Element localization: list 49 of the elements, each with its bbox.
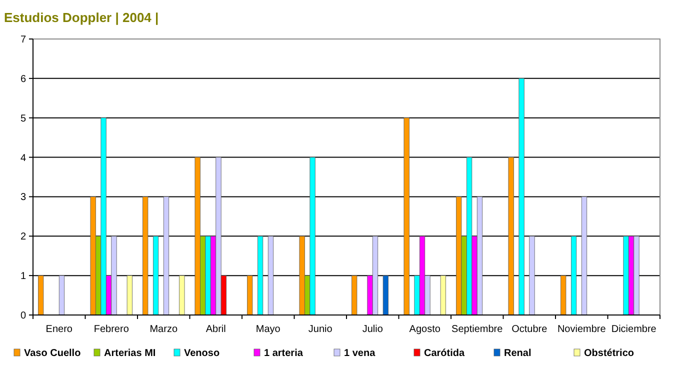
bar [163,196,170,316]
bar [518,78,524,316]
bar [404,118,410,316]
bar [560,275,566,316]
legend-label: 1 arteria [264,348,304,359]
bar [382,275,388,316]
y-tick-label: 6 [20,74,26,85]
x-tick-label: Enero [46,324,73,335]
y-tick-label: 3 [20,192,26,204]
bar [352,275,358,316]
legend-label: Arterias MI [104,348,156,359]
x-tick-label: Diciembre [611,324,657,335]
bar [257,236,264,316]
legend-label: Renal [504,348,532,359]
x-tick-label: Junio [308,324,333,335]
legend-label: Vaso Cuello [24,348,81,359]
y-tick-label: 4 [20,152,26,164]
legend-label: 1 vena [344,348,376,359]
bar [508,157,514,316]
x-tick-label: Julio [362,324,384,335]
bar [529,236,535,316]
bar [268,236,274,316]
x-tick-label: Octubre [512,324,548,335]
x-tick-label: Marzo [150,324,178,335]
y-tick-label: 5 [20,113,26,124]
bar [126,275,132,316]
bar [247,275,253,316]
y-tick-label: 7 [20,34,26,46]
legend-label: Venoso [184,348,220,359]
bar [152,236,159,316]
y-tick-label: 1 [20,271,26,282]
x-tick-label: Septiembre [452,324,504,335]
legend-label: Obstétrico [584,348,634,359]
x-tick-label: Mayo [256,324,281,335]
x-tick-label: Agosto [409,324,441,335]
bar [570,236,577,316]
bar [179,275,185,316]
y-tick-label: 2 [20,232,26,243]
chart-title: Estudios Doppler | 2004 | [4,10,159,25]
bar [581,196,588,316]
x-tick-label: Febrero [94,324,130,335]
x-tick-label: Noviembre [557,324,606,335]
x-tick-label: Abril [206,324,226,335]
bar [58,275,65,316]
legend-label: Carótida [424,348,465,359]
bar [142,196,148,316]
bar [440,275,446,316]
bar [38,275,44,316]
y-tick-label: 0 [20,310,26,322]
